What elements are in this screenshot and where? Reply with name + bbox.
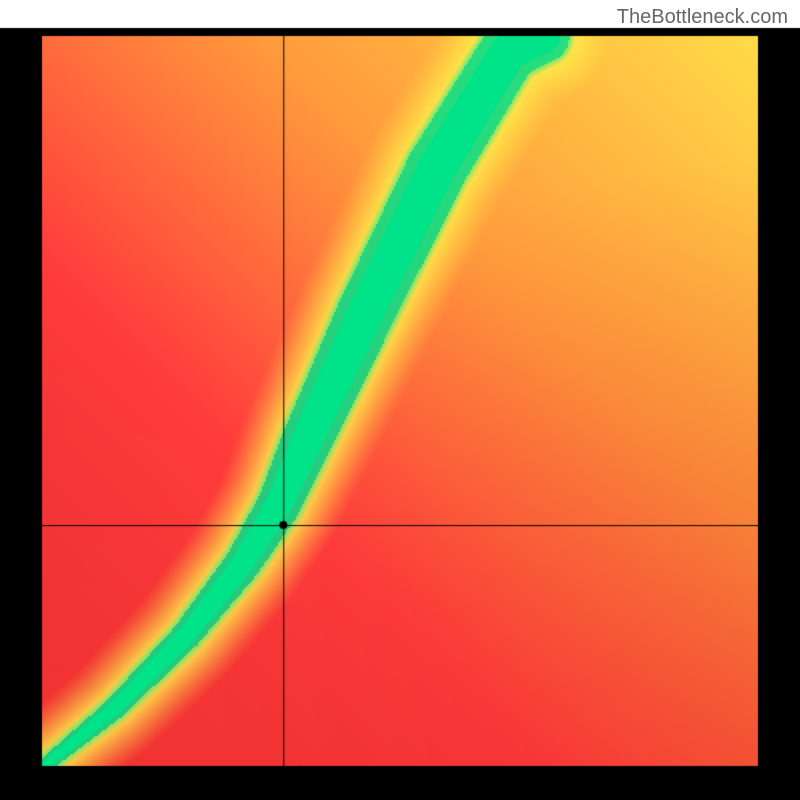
bottleneck-heatmap	[0, 0, 800, 800]
watermark-text: TheBottleneck.com	[617, 6, 788, 29]
